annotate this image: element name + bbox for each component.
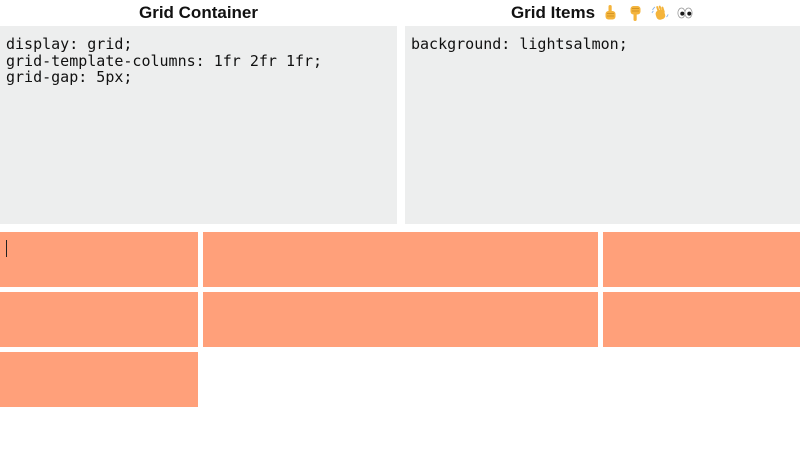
grid-item[interactable] <box>202 232 598 287</box>
grid-container-title: Grid Container <box>138 3 258 22</box>
grid-items-title: Grid Items <box>405 0 800 26</box>
pointing-up-icon <box>601 4 619 22</box>
text-cursor <box>6 240 7 257</box>
editor-panels: Grid Container display: grid; grid-templ… <box>0 0 800 224</box>
grid-items-css-editor[interactable]: background: lightsalmon; <box>405 26 800 224</box>
grid-items-panel: Grid Items <box>405 0 800 224</box>
pointing-down-icon <box>626 4 644 22</box>
grid-item[interactable] <box>0 232 198 287</box>
title-emojis <box>601 4 694 22</box>
grid-item[interactable] <box>0 292 198 347</box>
grid-container-css-editor[interactable]: display: grid; grid-template-columns: 1f… <box>0 26 397 224</box>
grid-item[interactable] <box>602 232 800 287</box>
grid-item[interactable] <box>0 352 198 407</box>
grid-item[interactable] <box>202 292 598 347</box>
waving-hand-icon <box>651 4 669 22</box>
grid-container-panel: Grid Container display: grid; grid-templ… <box>0 0 397 224</box>
eyes-icon <box>676 4 694 22</box>
grid-output <box>0 232 800 407</box>
grid-item[interactable] <box>602 292 800 347</box>
